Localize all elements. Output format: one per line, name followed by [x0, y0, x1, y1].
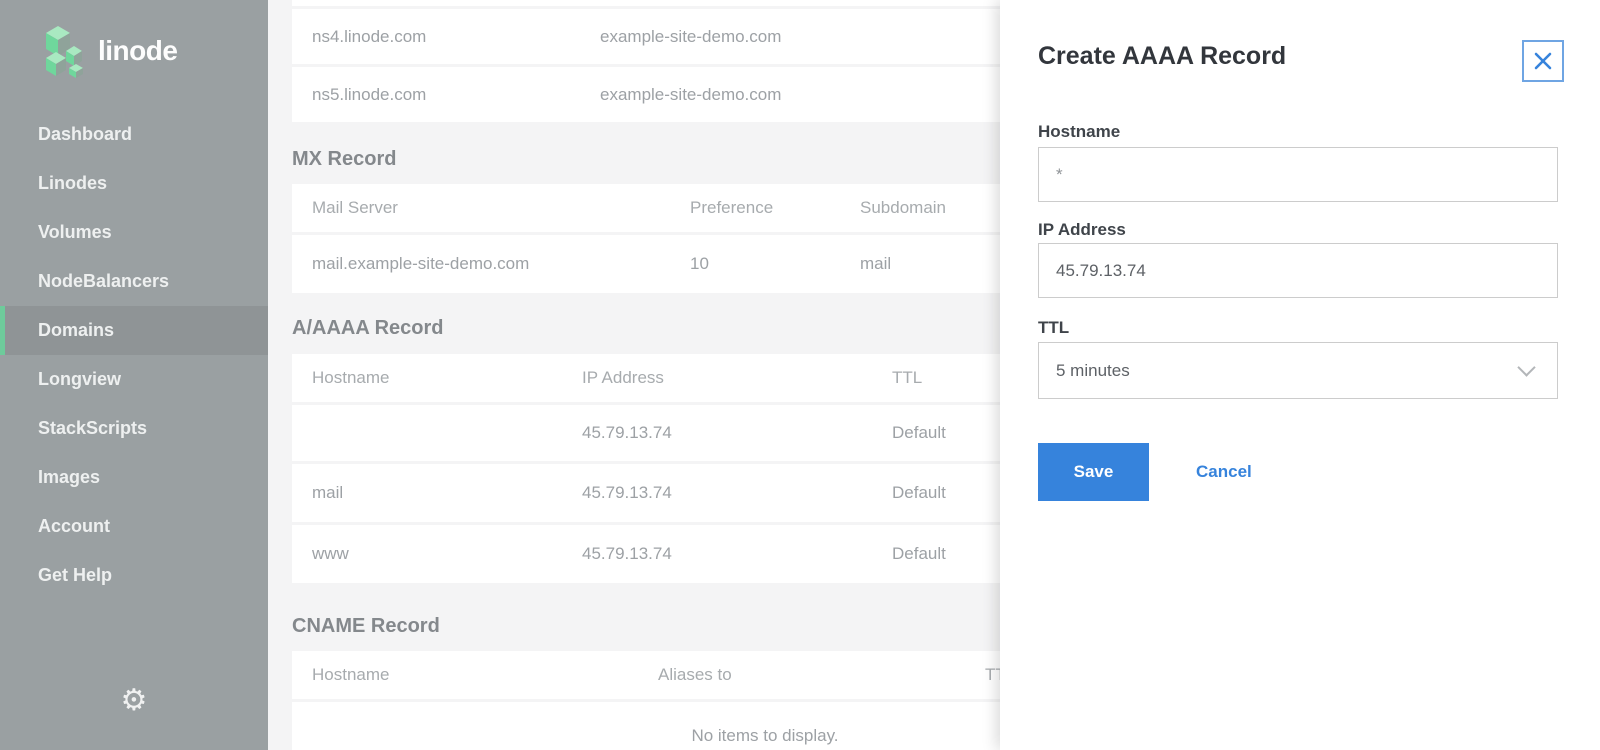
sidebar-item-account[interactable]: Account — [38, 516, 110, 536]
column-header: Hostname — [312, 368, 390, 387]
a-ttl-cell: Default — [892, 544, 946, 563]
hostname-label: Hostname — [1038, 122, 1121, 141]
sidebar: linode Dashboard Linodes Volumes NodeBal… — [0, 0, 268, 750]
ns-name-server-cell: ns5.linode.com — [312, 84, 427, 104]
ns-domain-cell: example-site-demo.com — [600, 26, 782, 46]
ns-domain-cell: example-site-demo.com — [600, 84, 782, 104]
sidebar-item-domains[interactable]: Domains — [0, 306, 268, 355]
sidebar-item-longview[interactable]: Longview — [38, 369, 122, 389]
a-hostname-cell: mail — [312, 483, 344, 502]
column-header: TTL — [892, 368, 923, 387]
mx-subdomain-cell: mail — [860, 254, 892, 273]
sidebar-item-gethelp[interactable]: Get Help — [38, 565, 113, 585]
logo-text: linode — [98, 35, 178, 66]
hostname-input[interactable] — [1038, 147, 1558, 202]
sidebar-item-images[interactable]: Images — [38, 467, 101, 487]
empty-table-message: No items to display. — [691, 726, 839, 745]
column-header: Subdomain — [860, 198, 947, 217]
sidebar-item-stackscripts[interactable]: StackScripts — [38, 418, 148, 438]
a-record-heading: A/AAAA Record — [292, 317, 444, 339]
ttl-selected-value: 5 minutes — [1056, 360, 1130, 380]
sidebar-nav: Dashboard Linodes Volumes NodeBalancers … — [0, 110, 268, 600]
create-aaaa-record-drawer: Create AAAA Record Hostname IP Address T… — [1000, 0, 1600, 750]
linode-cubes-icon — [46, 26, 83, 78]
sidebar-item-volumes[interactable]: Volumes — [38, 222, 112, 242]
cancel-button[interactable]: Cancel — [1196, 462, 1252, 481]
column-header: IP Address — [582, 368, 664, 387]
chevron-down-icon — [1517, 358, 1536, 377]
drawer-title: Create AAAA Record — [1038, 42, 1287, 70]
close-button[interactable] — [1522, 40, 1564, 82]
a-ttl-cell: Default — [892, 483, 946, 502]
ttl-label: TTL — [1038, 318, 1070, 337]
mx-preference-cell: 10 — [690, 254, 709, 273]
ip-address-label: IP Address — [1038, 220, 1126, 239]
linode-logo[interactable]: linode — [0, 0, 268, 78]
ns-name-server-cell: ns4.linode.com — [312, 26, 427, 46]
mx-record-heading: MX Record — [292, 148, 397, 170]
column-header: Aliases to — [658, 665, 732, 684]
mx-mail-server-cell: mail.example-site-demo.com — [312, 254, 530, 273]
a-hostname-cell: www — [312, 544, 349, 563]
save-button[interactable]: Save — [1038, 443, 1149, 501]
column-header: Mail Server — [312, 198, 398, 217]
a-ip-cell: 45.79.13.74 — [582, 483, 672, 502]
a-ip-cell: 45.79.13.74 — [582, 544, 672, 563]
sidebar-item-linodes[interactable]: Linodes — [38, 173, 108, 193]
a-ttl-cell: Default — [892, 423, 946, 442]
ip-address-input[interactable] — [1038, 243, 1558, 298]
ttl-select[interactable]: 5 minutes — [1038, 342, 1558, 399]
column-header: Preference — [690, 198, 774, 217]
ns-table-partial-row — [292, 0, 1332, 6]
a-ip-cell: 45.79.13.74 — [582, 423, 672, 442]
sidebar-item-dashboard[interactable]: Dashboard — [38, 124, 133, 144]
cname-record-heading: CNAME Record — [292, 615, 440, 637]
close-icon — [1534, 52, 1552, 70]
sidebar-item-nodebalancers[interactable]: NodeBalancers — [38, 271, 170, 291]
column-header: Hostname — [312, 665, 390, 684]
gear-icon[interactable]: ⚙ — [120, 683, 148, 718]
